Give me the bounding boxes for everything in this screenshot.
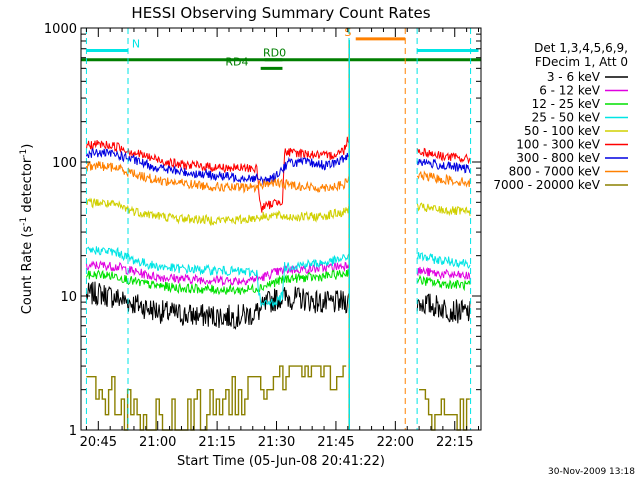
legend-label: 25 - 50 keV — [532, 111, 601, 125]
series-line-12-25- — [85, 269, 471, 296]
legend-header-1: Det 1,3,4,5,6,9, — [534, 41, 628, 55]
x-tick-label: 21:45 — [317, 435, 354, 450]
x-tick-label: 21:15 — [198, 435, 235, 450]
y-axis-title: Count Rate (s-1 detector-1) — [19, 144, 35, 315]
plot-frame — [80, 27, 482, 431]
legend-header-2: FDecim 1, Att 0 — [535, 55, 628, 69]
x-tick-label: 21:00 — [139, 435, 176, 450]
x-tick-label: 22:15 — [436, 435, 473, 450]
flag-label: RD4 — [225, 55, 248, 68]
x-axis-title: Start Time (05-Jun-08 20:41:22) — [177, 454, 385, 469]
legend: Det 1,3,4,5,6,9, FDecim 1, Att 0 3 - 6 k… — [493, 41, 628, 192]
flag-label: N — [132, 37, 140, 50]
series-line-50-100- — [85, 197, 471, 227]
series-line-800-7000- — [85, 161, 471, 194]
legend-label: 50 - 100 keV — [524, 124, 601, 138]
flag-label: S — [344, 26, 351, 39]
observing-flags: N S RD0 RD4 — [81, 26, 481, 70]
series-line-300-800- — [85, 147, 471, 186]
legend-label: 6 - 12 keV — [539, 84, 601, 98]
legend-label: 12 - 25 keV — [532, 97, 601, 111]
series-line-25-50- — [86, 246, 471, 309]
axis-ticks: 20:45 21:00 21:15 21:30 21:45 22:00 22:15 1 10 10… — [44, 22, 481, 450]
series-line-7000-20000- — [86, 365, 470, 431]
x-tick-label: 22:00 — [377, 435, 414, 450]
legend-label: 300 - 800 keV — [516, 151, 600, 165]
legend-label: 100 - 300 keV — [516, 138, 600, 152]
chart-title: HESSI Observing Summary Count Rates — [131, 4, 430, 22]
y-tick-label: 1000 — [44, 22, 77, 37]
x-tick-label: 21:30 — [258, 435, 295, 450]
y-tick-label: 100 — [52, 156, 77, 171]
dashed-markers — [85, 28, 472, 430]
y-tick-label: 1 — [69, 424, 77, 439]
flag-label: RD0 — [263, 47, 286, 60]
y-tick-label: 10 — [60, 290, 77, 305]
x-tick-label: 20:45 — [80, 435, 117, 450]
legend-label: 3 - 6 keV — [547, 70, 601, 84]
legend-label: 800 - 7000 keV — [509, 165, 601, 179]
series-line-100-300- — [85, 136, 471, 213]
series-lines — [85, 40, 471, 431]
series-line-3-6- — [85, 281, 471, 331]
legend-label: 7000 - 20000 keV — [493, 178, 600, 192]
plot-timestamp: 30-Nov-2009 13:18 — [548, 467, 635, 477]
